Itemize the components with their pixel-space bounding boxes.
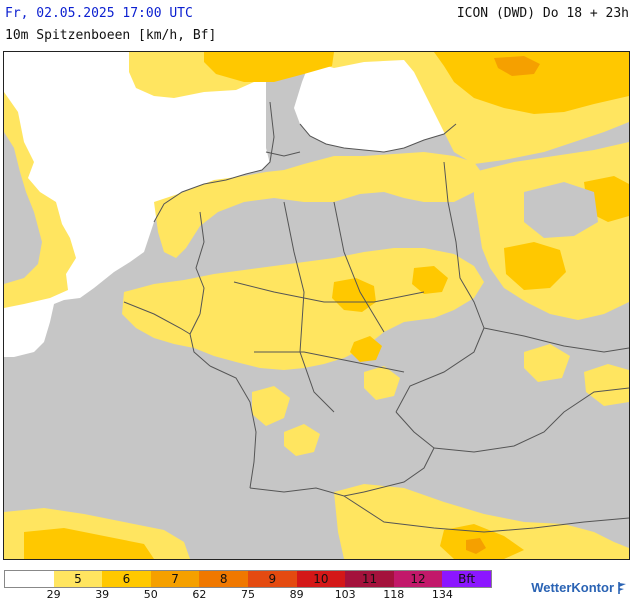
legend-tick-value: 50: [143, 588, 158, 601]
gust-area-north-peak: [494, 56, 540, 76]
border-france-germany: [209, 365, 257, 489]
legend-class-11: 11: [345, 571, 394, 587]
north-sea: [4, 52, 274, 357]
border-switzerland: [249, 487, 365, 497]
legend-tick-value: 134: [431, 588, 453, 601]
east-interior: [524, 182, 598, 238]
legend-class-bft: Bft: [442, 571, 491, 587]
border-germany-states: [233, 201, 425, 413]
legend-class-label: 8: [219, 572, 228, 586]
gust-area-coast: [154, 152, 484, 258]
gust-area-central-strong: [332, 266, 448, 362]
legend-class-12: 12: [393, 571, 443, 587]
legend-class-6: 6: [102, 571, 151, 587]
legend-class-label: 9: [268, 572, 277, 586]
wind-flag-icon: [618, 581, 626, 594]
gust-patch-south-2: [284, 424, 320, 456]
legend-bar: 5 6 7 8 9 10 11 12 Bft: [4, 570, 492, 588]
legend-class-label: 12: [410, 572, 426, 586]
model-run-label: ICON (DWD) Do 18 + 23h: [456, 6, 629, 21]
forecast-datetime: Fr, 02.05.2025 17:00 UTC: [5, 6, 193, 21]
border-czechia-germany: [395, 327, 485, 413]
country-borders: [123, 151, 629, 533]
legend-tick-value: 118: [383, 588, 405, 601]
legend-class-label: 11: [361, 572, 378, 586]
border-belgium-germany: [189, 313, 211, 367]
legend-class-label: 6: [122, 572, 131, 586]
border-austria-south: [343, 495, 629, 533]
gust-area-alps: [334, 484, 629, 559]
legend-class-7: 7: [150, 571, 200, 587]
legend-tick-value: 62: [192, 588, 207, 601]
border-poland-germany: [443, 161, 485, 329]
baltic-sea: [294, 52, 456, 152]
gust-area-alps-peak: [466, 538, 486, 554]
border-czechia-poland: [483, 327, 629, 353]
brand-logo: WetterKontor: [531, 580, 627, 595]
parameter-label: 10m Spitzenboeen [km/h, Bf]: [5, 28, 217, 43]
border-austria-germany: [363, 411, 435, 493]
gust-patch-south-3: [364, 366, 400, 400]
legend-tick-value: 103: [334, 588, 356, 601]
legend-class-calm: [5, 571, 54, 587]
legend-class-label: 7: [171, 572, 179, 586]
legend-class-label: 5: [74, 572, 82, 586]
border-denmark-germany: [265, 151, 301, 157]
gust-patch-south-1: [252, 386, 290, 426]
legend-tick-value: 29: [46, 588, 61, 601]
legend-tick-value: 75: [241, 588, 255, 601]
wind-gust-map: [3, 51, 630, 560]
gust-area-east-strong: [504, 176, 629, 290]
legend-class-9: 9: [247, 571, 297, 587]
legend-ticks: 29 39 50 62 75 89 103 118 134: [4, 588, 504, 601]
legend-tick-value: 89: [289, 588, 304, 601]
britain-interior: [4, 132, 42, 284]
border-netherlands-germany: [195, 211, 205, 315]
legend-class-label: 10: [313, 572, 329, 586]
border-czechia-austria: [433, 387, 629, 453]
brand-name: WetterKontor: [531, 580, 614, 595]
legend-class-8: 8: [199, 571, 248, 587]
legend-class-10: 10: [296, 571, 346, 587]
legend-tick-value: 39: [95, 588, 110, 601]
border-france-belgium: [123, 301, 191, 335]
coastline: [153, 101, 457, 223]
legend-class-5: 5: [53, 571, 103, 587]
gust-area-southwest-strong: [24, 528, 154, 559]
legend-class-label: Bft: [458, 572, 476, 586]
